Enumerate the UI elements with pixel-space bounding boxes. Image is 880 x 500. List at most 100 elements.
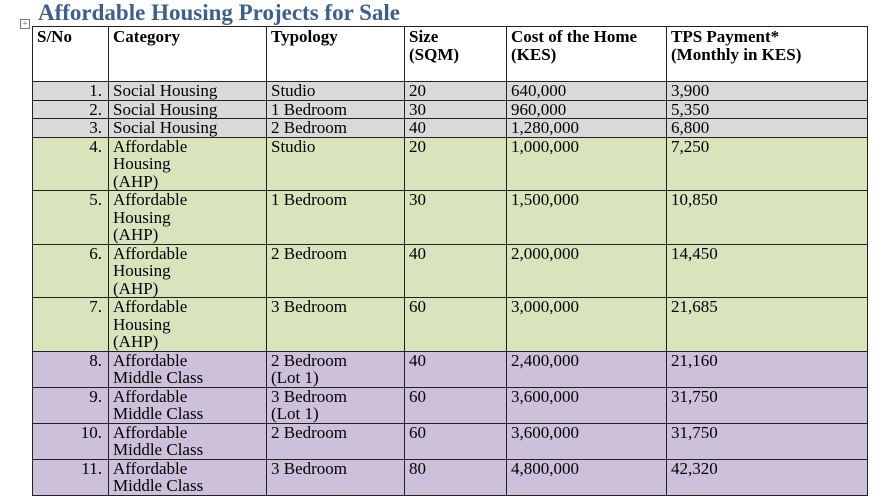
table-cell: 3,600,000 bbox=[506, 386, 667, 424]
table-cell: 6,800 bbox=[666, 118, 868, 138]
table-cell: 6. bbox=[32, 243, 109, 298]
cell-text: 60 bbox=[409, 297, 426, 316]
cell-text: 3 Bedroom bbox=[271, 458, 348, 478]
cell-text: 7. bbox=[89, 297, 102, 316]
cell-text: 30 bbox=[409, 190, 426, 209]
cell-text: 3 Bedroom bbox=[271, 297, 348, 316]
table-cell: 60 bbox=[404, 422, 507, 460]
table-cell: 4. bbox=[32, 136, 109, 191]
cell-text: 2,000,000 bbox=[511, 243, 579, 263]
cell-text: Social Housing bbox=[113, 99, 218, 119]
table-cell: 2. bbox=[32, 99, 109, 119]
cell-text: 2 Bedroom bbox=[271, 118, 348, 137]
table-row: 11. Affordable Middle Class 3 Bedroom 80 4,8… bbox=[32, 458, 868, 496]
header-cell: TPS Payment* (Monthly in KES) bbox=[666, 26, 868, 82]
table-row: 4. Affordable Housing (AHP) Studio 20 1,000,… bbox=[32, 136, 868, 191]
cell-text: 3,600,000 bbox=[511, 386, 579, 406]
cell-text: 3,900 bbox=[671, 81, 710, 100]
cell-text: Affordable Middle Class bbox=[113, 350, 204, 387]
table-cell: 3,600,000 bbox=[506, 422, 667, 460]
housing-table: S/No Category Typology Size (SQM) Cost of th… bbox=[32, 26, 868, 496]
table-cell: 2 Bedroom bbox=[266, 243, 405, 298]
cell-text: 31,750 bbox=[671, 422, 718, 442]
table-cell: 40 bbox=[404, 118, 507, 138]
table-cell: 40 bbox=[404, 243, 507, 298]
header-text: TPS Payment* (Monthly in KES) bbox=[671, 27, 802, 64]
table-cell: Affordable Housing (AHP) bbox=[108, 190, 267, 245]
table-row: 7. Affordable Housing (AHP) 3 Bedroom 60 3,0… bbox=[32, 297, 868, 352]
cell-text: Affordable Middle Class bbox=[113, 386, 204, 423]
table-cell: 2 Bedroom bbox=[266, 422, 405, 460]
header-text: Cost of the Home (KES) bbox=[511, 27, 638, 64]
table-cell: 1 Bedroom bbox=[266, 99, 405, 119]
table-cell: 2 Bedroom (Lot 1) bbox=[266, 350, 405, 388]
table-cell: 42,320 bbox=[666, 458, 868, 496]
cell-text: 21,685 bbox=[671, 297, 718, 316]
cell-text: 20 bbox=[409, 81, 426, 100]
cell-text: Social Housing bbox=[113, 81, 218, 100]
table-cell: 960,000 bbox=[506, 99, 667, 119]
header-text: Size (SQM) bbox=[409, 27, 460, 64]
table-cell: 80 bbox=[404, 458, 507, 496]
table-cell: Social Housing bbox=[108, 118, 267, 138]
table-cell: 7,250 bbox=[666, 136, 868, 191]
cell-text: 60 bbox=[409, 422, 426, 442]
title: Affordable Housing Projects for Sale bbox=[38, 0, 401, 25]
cell-text: 3. bbox=[89, 118, 102, 137]
table-cell: 20 bbox=[404, 81, 507, 101]
cell-text: 1. bbox=[89, 81, 102, 100]
table-row: 5. Affordable Housing (AHP) 1 Bedroom 30 1,5… bbox=[32, 190, 868, 245]
table-cell: 3 Bedroom bbox=[266, 458, 405, 496]
table-row: 2. Social Housing 1 Bedroom 30 960,000 5,350 bbox=[32, 99, 868, 119]
cell-text: 60 bbox=[409, 386, 426, 406]
header-cell: Category bbox=[108, 26, 267, 82]
cell-text: 1 Bedroom bbox=[271, 99, 348, 119]
cell-text: 640,000 bbox=[511, 81, 567, 100]
table-cell: Affordable Housing (AHP) bbox=[108, 243, 267, 298]
table-cell: 3,000,000 bbox=[506, 297, 667, 352]
table-cell: 2,400,000 bbox=[506, 350, 667, 388]
table-cell: Affordable Middle Class bbox=[108, 422, 267, 460]
table-row: 6. Affordable Housing (AHP) 2 Bedroom 40 2,0… bbox=[32, 243, 868, 298]
cell-text: 9. bbox=[89, 386, 102, 406]
table-cell: 1 Bedroom bbox=[266, 190, 405, 245]
cell-text: 7,250 bbox=[671, 136, 710, 156]
cell-text: 2 Bedroom bbox=[271, 422, 348, 442]
cell-text: 21,160 bbox=[671, 350, 718, 370]
table-cell: Studio bbox=[266, 136, 405, 191]
header-text: Typology bbox=[271, 27, 338, 46]
cell-text: 2 Bedroom bbox=[271, 243, 348, 263]
table-cell: 40 bbox=[404, 350, 507, 388]
cell-text: 1,000,000 bbox=[511, 136, 579, 156]
header-row: S/No Category Typology Size (SQM) Cost of th… bbox=[32, 26, 868, 82]
table-cell: Affordable Housing (AHP) bbox=[108, 297, 267, 352]
table-cell: 8. bbox=[32, 350, 109, 388]
table-cell: 21,685 bbox=[666, 297, 868, 352]
table-cell: 60 bbox=[404, 386, 507, 424]
table-cell: 5. bbox=[32, 190, 109, 245]
cell-text: Studio bbox=[271, 81, 316, 100]
cell-text: 5. bbox=[89, 190, 102, 209]
table-cell: 30 bbox=[404, 99, 507, 119]
table-cell: 3 Bedroom bbox=[266, 297, 405, 352]
cell-text: 31,750 bbox=[671, 386, 718, 406]
table-cell: 1,500,000 bbox=[506, 190, 667, 245]
table-cell: Affordable Middle Class bbox=[108, 458, 267, 496]
cell-text: 3 Bedroom (Lot 1) bbox=[271, 386, 348, 423]
table-cell: 14,450 bbox=[666, 243, 868, 298]
cell-text: 30 bbox=[409, 99, 426, 119]
table-cell: 3. bbox=[32, 118, 109, 138]
cell-text: 10,850 bbox=[671, 190, 718, 209]
cell-text: Affordable Middle Class bbox=[113, 458, 204, 495]
table-handle[interactable]: + bbox=[20, 19, 30, 29]
table-cell: 31,750 bbox=[666, 422, 868, 460]
cell-text: 5,350 bbox=[671, 99, 710, 119]
table-cell: 2,000,000 bbox=[506, 243, 667, 298]
cell-text: 4,800,000 bbox=[511, 458, 579, 478]
table-cell: 3 Bedroom (Lot 1) bbox=[266, 386, 405, 424]
cell-text: 960,000 bbox=[511, 99, 567, 119]
cell-text: 1,280,000 bbox=[511, 118, 579, 137]
cell-text: Affordable Middle Class bbox=[113, 422, 204, 459]
table-row: 3. Social Housing 2 Bedroom 40 1,280,000 6,80… bbox=[32, 118, 868, 138]
